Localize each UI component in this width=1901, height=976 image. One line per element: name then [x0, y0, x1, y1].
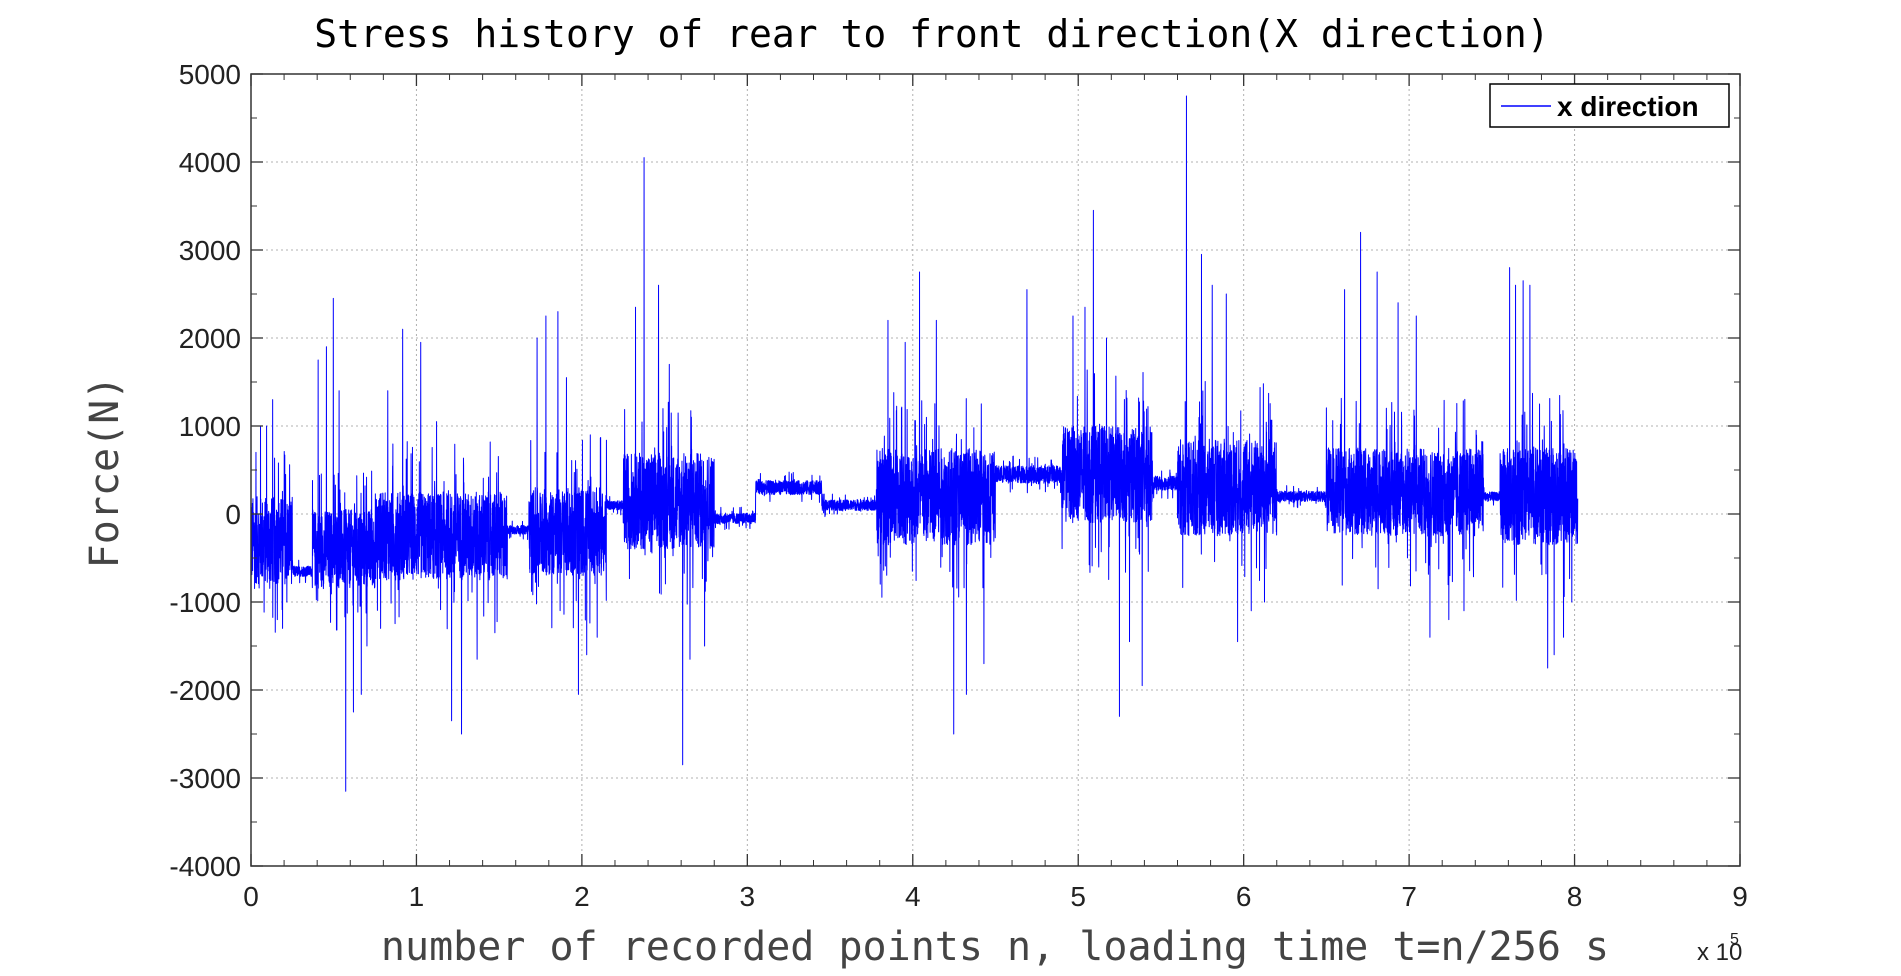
x-tick-label: 6 — [1236, 881, 1252, 912]
series-line-x-direction — [250, 95, 1579, 792]
x-axis-multiplier-exponent: 5 — [1730, 931, 1739, 948]
x-tick-label: 2 — [574, 881, 590, 912]
y-tick-label: 4000 — [179, 147, 241, 178]
legend-label-x-direction: x direction — [1557, 91, 1699, 122]
x-tick-label: 8 — [1567, 881, 1583, 912]
data-series-x-direction — [250, 95, 1579, 792]
legend: x direction — [1489, 83, 1730, 128]
y-tick-label: 1000 — [179, 411, 241, 442]
y-tick-label: 2000 — [179, 323, 241, 354]
x-tick-label: 3 — [740, 881, 756, 912]
y-tick-label: 3000 — [179, 235, 241, 266]
x-tick-label: 1 — [409, 881, 425, 912]
x-axis-label: number of recorded points n, loading tim… — [381, 924, 1609, 970]
y-tick-label: -1000 — [169, 587, 241, 618]
x-tick-label: 7 — [1401, 881, 1417, 912]
y-tick-label: 5000 — [179, 59, 241, 90]
x-tick-label: 5 — [1070, 881, 1086, 912]
y-tick-label: -4000 — [169, 851, 241, 882]
x-tick-labels: 0 1 2 3 4 5 6 7 8 9 — [243, 881, 1748, 912]
x-tick-label: 4 — [905, 881, 921, 912]
y-tick-label: 0 — [225, 499, 241, 530]
y-tick-label: -3000 — [169, 763, 241, 794]
y-tick-labels: 5000 4000 3000 2000 1000 0 -1000 -2000 -3000 -400… — [169, 59, 241, 882]
chart-title: Stress history of rear to front directio… — [314, 12, 1549, 56]
y-tick-label: -2000 — [169, 675, 241, 706]
axis-ticks — [250, 73, 1741, 867]
x-tick-label: 0 — [243, 881, 259, 912]
x-axis-multiplier: x 10 — [1697, 939, 1742, 966]
x-tick-label: 9 — [1732, 881, 1748, 912]
y-axis-label: Force(N) — [82, 376, 128, 569]
